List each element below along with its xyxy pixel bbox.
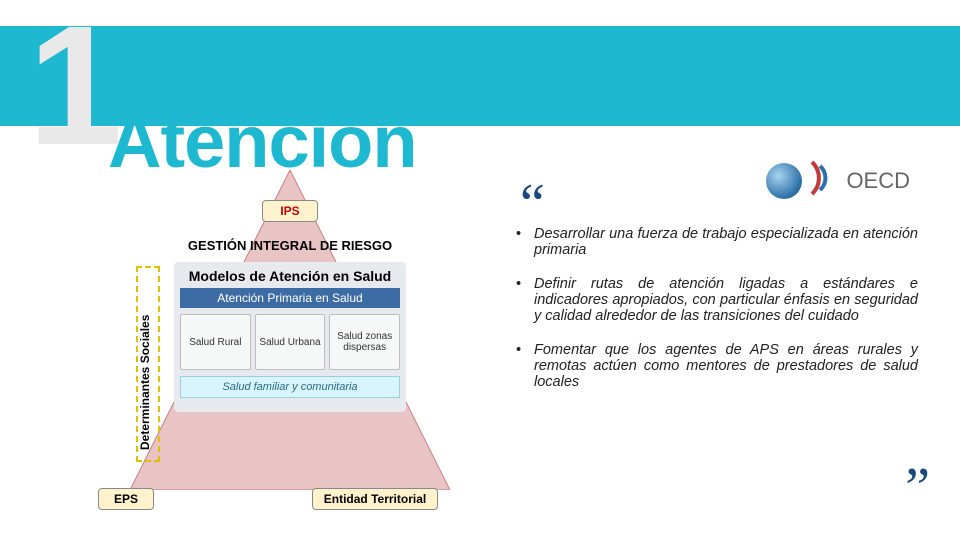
entidad-territorial-box: Entidad Territorial: [312, 488, 438, 510]
entidad-label: Entidad Territorial: [324, 492, 426, 506]
oecd-label: OECD: [846, 168, 910, 194]
cell-dispersas: Salud zonas dispersas: [329, 314, 400, 370]
bullet-item: Definir rutas de atención ligadas a está…: [516, 276, 918, 324]
modelos-panel: Modelos de Atención en Salud Atención Pr…: [174, 262, 406, 412]
eps-box: EPS: [98, 488, 154, 510]
cell-rural: Salud Rural: [180, 314, 251, 370]
eps-label: EPS: [114, 492, 138, 506]
det-sociales-label: Determinantes Sociales: [138, 315, 152, 450]
oecd-globe-icon: [766, 163, 802, 199]
ips-label: IPS: [280, 204, 299, 218]
salud-familiar-bar: Salud familiar y comunitaria: [180, 376, 400, 398]
oecd-logo: OECD: [766, 160, 910, 202]
header-number: 1: [28, 0, 115, 184]
oecd-arcs-icon: [810, 160, 838, 202]
header: 1 Política Integral de Atención: [0, 26, 960, 126]
health-model-diagram: IPS GESTIÓN INTEGRAL DE RIESGO Modelos d…: [80, 170, 500, 510]
bullet-list: Desarrollar una fuerza de trabajo especi…: [516, 226, 918, 408]
ips-box: IPS: [262, 200, 318, 222]
bullet-item: Fomentar que los agentes de APS en áreas…: [516, 342, 918, 390]
modelos-title: Modelos de Atención en Salud: [180, 266, 400, 288]
bullet-item: Desarrollar una fuerza de trabajo especi…: [516, 226, 918, 258]
gestion-riesgo-label: GESTIÓN INTEGRAL DE RIESGO: [184, 238, 396, 253]
cell-urbana: Salud Urbana: [255, 314, 326, 370]
aps-bar: Atención Primaria en Salud: [180, 288, 400, 308]
quote-open-icon: “: [520, 196, 545, 213]
page-title: Política Integral de Atención: [108, 14, 960, 184]
